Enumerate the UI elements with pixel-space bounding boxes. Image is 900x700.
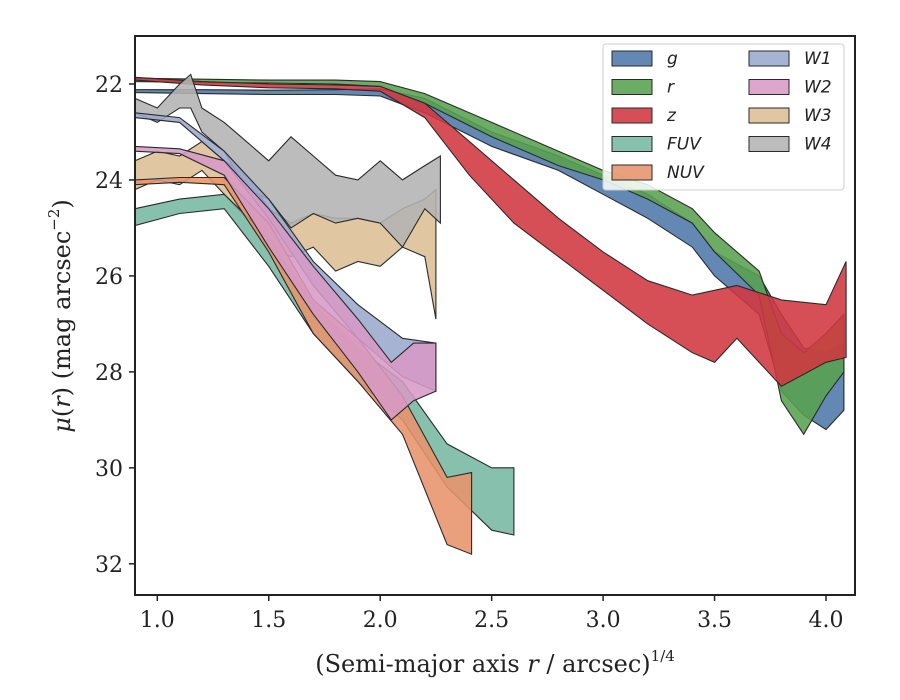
- legend-label-w3: W3: [804, 106, 832, 126]
- legend-swatch-r: [611, 79, 653, 95]
- legend-label-r: r: [667, 78, 675, 98]
- x-tick-label: 2.0: [363, 608, 398, 633]
- y-tick-label: 26: [95, 265, 123, 290]
- series-band-w2: [134, 145, 437, 421]
- x-tick-label: 4.0: [809, 608, 844, 633]
- x-tick-label: 2.5: [474, 608, 509, 633]
- series-band-w4: [134, 73, 441, 249]
- legend: grz FUV NUV W1 W2 W3 W4: [602, 43, 845, 191]
- plot-frame: [134, 35, 856, 596]
- x-axis-label: (Semi-major axis r / arcsec)1/4: [315, 647, 675, 678]
- legend-swatch-w1: [748, 50, 790, 67]
- series-band-z: [134, 76, 847, 387]
- legend-swatch-z: [611, 107, 653, 124]
- series-layer: [134, 73, 847, 556]
- x-tick-label: 1.5: [251, 608, 286, 633]
- legend-swatch-w4: [748, 136, 790, 152]
- y-tick-label: 32: [95, 553, 123, 578]
- x-axis: 1.0 1.5 2.0 2.5 3.0 3.5 4.0: [140, 595, 844, 633]
- legend-label-nuv: NUV: [667, 163, 705, 183]
- x-tick-label: 1.0: [140, 608, 175, 633]
- legend-label-z: z: [666, 106, 677, 126]
- y-tick-label: 24: [95, 169, 123, 194]
- y-axis-label: μ(r) (mag arcsec−2): [45, 199, 76, 433]
- legend-swatch-g: [611, 50, 653, 67]
- x-tick-label: 3.0: [586, 608, 621, 633]
- y-tick-label: 30: [95, 457, 123, 482]
- legend-label-fuv: FUV: [667, 135, 702, 155]
- legend-swatch-nuv: [611, 164, 653, 181]
- legend-label-w2: W2: [804, 78, 832, 98]
- legend-swatch-w2: [748, 79, 790, 95]
- y-tick-label: 28: [95, 361, 123, 386]
- y-tick-label: 22: [95, 73, 123, 98]
- legend-label-w1: W1: [804, 49, 832, 69]
- legend-swatch-fuv: [611, 136, 653, 152]
- legend-swatch-w3: [748, 107, 790, 124]
- legend-label-g: g: [667, 49, 678, 69]
- y-axis: 22 24 26 28 30 32: [95, 73, 135, 578]
- legend-label-w4: W4: [804, 135, 832, 155]
- x-tick-label: 3.5: [697, 608, 732, 633]
